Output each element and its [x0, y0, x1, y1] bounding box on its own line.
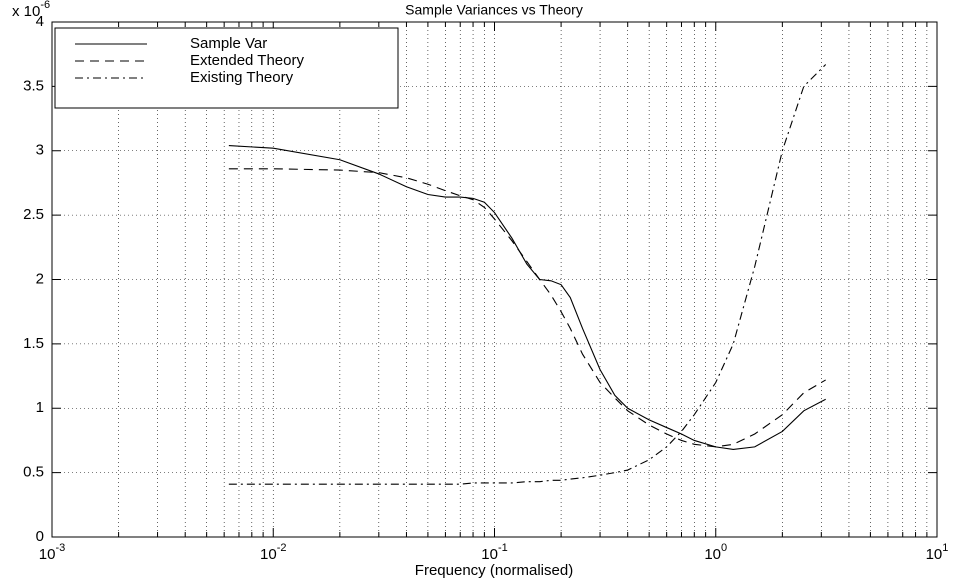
x-tick-label: 10-1	[481, 542, 507, 563]
y-tick-label: 0.5	[23, 464, 44, 481]
legend-label: Extended Theory	[190, 52, 304, 69]
y-tick-label: 2	[36, 270, 44, 287]
x-tick-label: 10-3	[39, 542, 65, 563]
y-tick-label: 2.5	[23, 206, 44, 223]
series-line	[228, 168, 826, 448]
series-line	[228, 64, 827, 485]
x-tick-label: 10-2	[260, 542, 286, 563]
y-multiplier-base: x 10	[12, 3, 40, 20]
legend-label: Sample Var	[190, 35, 267, 52]
y-multiplier-exponent: -6	[40, 0, 50, 11]
y-tick-label: 1.5	[23, 335, 44, 352]
x-tick-label: 101	[926, 542, 949, 563]
y-tick-label: 1	[36, 399, 44, 416]
y-tick-label: 0	[36, 528, 44, 545]
y-multiplier: x 10-6	[12, 0, 50, 20]
chart-title: Sample Variances vs Theory	[405, 2, 583, 18]
y-tick-label: 4	[36, 13, 44, 30]
y-tick-label: 3.5	[23, 77, 44, 94]
x-tick-label: 100	[704, 542, 727, 563]
legend-box	[54, 27, 399, 109]
y-tick-label: 3	[36, 142, 44, 159]
legend-label: Existing Theory	[190, 69, 294, 86]
x-axis-label: Frequency (normalised)	[415, 562, 573, 579]
